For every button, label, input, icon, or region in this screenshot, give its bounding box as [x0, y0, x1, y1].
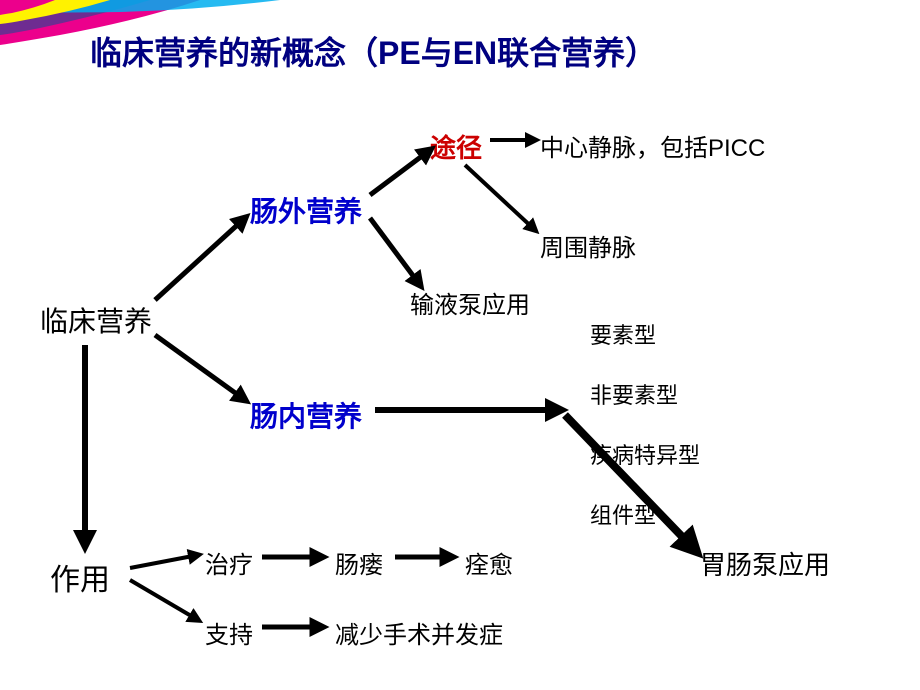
node-root: 临床营养 [40, 300, 152, 340]
node-reduce-complications: 减少手术并发症 [335, 615, 503, 650]
arrows-layer [0, 0, 920, 690]
node-gi-pump: 胃肠泵应用 [700, 545, 830, 582]
node-support: 支持 [205, 615, 253, 650]
node-elemental: 要素型 [590, 318, 656, 350]
node-function: 作用 [50, 555, 110, 599]
node-modular: 组件型 [590, 498, 656, 530]
node-disease-specific: 疾病特异型 [590, 438, 700, 470]
slide-title: 临床营养的新概念（PE与EN联合营养） [90, 28, 657, 74]
node-non-elemental: 非要素型 [590, 378, 678, 410]
node-parenteral: 肠外营养 [250, 190, 362, 230]
node-central-vein: 中心静脉，包括PICC [540, 128, 765, 163]
node-fistula: 肠瘘 [335, 545, 383, 580]
node-heal: 痊愈 [465, 545, 513, 580]
node-route: 途径 [430, 128, 482, 165]
node-infusion-pump: 输液泵应用 [410, 285, 530, 320]
node-peripheral-vein: 周围静脉 [540, 228, 636, 263]
node-enteral: 肠内营养 [250, 395, 362, 435]
node-treatment: 治疗 [205, 545, 253, 580]
